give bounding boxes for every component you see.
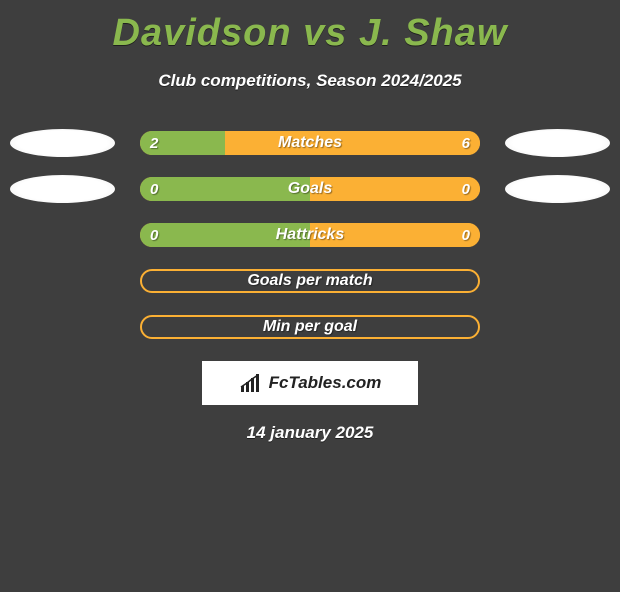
compare-row: 00Goals [10,177,610,201]
left-avatar-spacer [10,313,115,341]
stat-bar-empty: Min per goal [140,315,480,339]
stat-bar: 00Hattricks [140,223,480,247]
stat-label: Matches [140,131,480,155]
brand-text: FcTables.com [269,373,382,393]
page-subtitle: Club competitions, Season 2024/2025 [0,71,620,91]
compare-row: Goals per match [10,269,610,293]
right-avatar [505,129,610,157]
stat-label: Min per goal [142,317,478,337]
stat-bar: 26Matches [140,131,480,155]
compare-row: Min per goal [10,315,610,339]
stat-bar-empty: Goals per match [140,269,480,293]
compare-row: 00Hattricks [10,223,610,247]
right-avatar-spacer [505,313,610,341]
right-avatar-spacer [505,267,610,295]
comparison-rows: 26Matches 00Goals 00Hattricks Goals per mat… [0,131,620,339]
chart-icon [239,372,265,394]
right-avatar [505,175,610,203]
compare-row: 26Matches [10,131,610,155]
brand-box: FcTables.com [202,361,418,405]
right-avatar-spacer [505,221,610,249]
stat-label: Goals [140,177,480,201]
left-avatar-spacer [10,267,115,295]
stat-label: Goals per match [142,271,478,291]
left-avatar-spacer [10,221,115,249]
left-avatar [10,129,115,157]
date-label: 14 january 2025 [0,423,620,443]
stat-bar: 00Goals [140,177,480,201]
left-avatar [10,175,115,203]
stat-label: Hattricks [140,223,480,247]
page-title: Davidson vs J. Shaw [0,12,620,55]
